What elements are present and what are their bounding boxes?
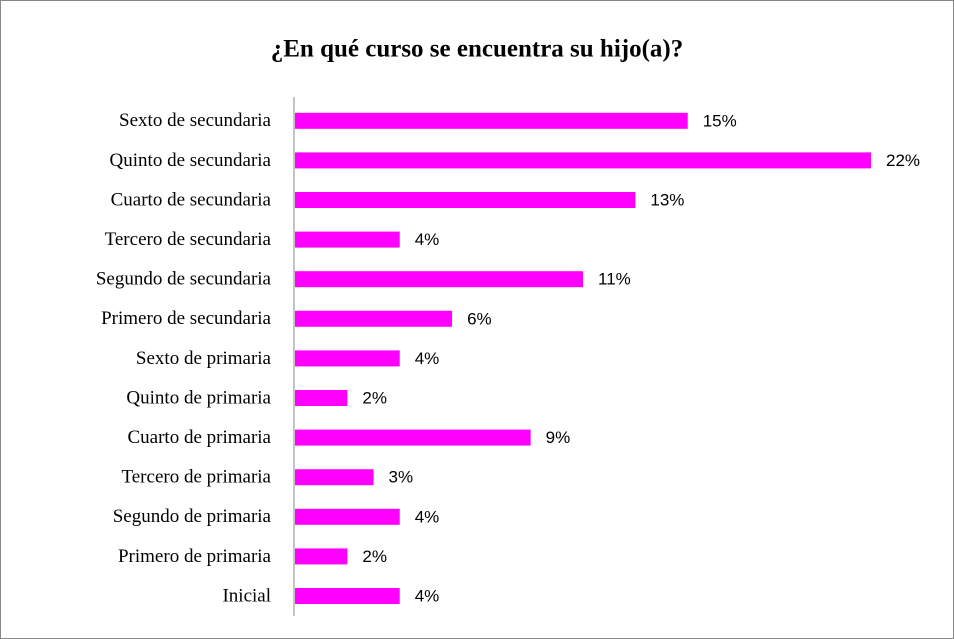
bar [295,310,453,327]
value-label: 15% [703,111,737,130]
bar [295,588,400,604]
category-label: Tercero de primaria [121,467,271,488]
value-label: 2% [362,547,387,566]
value-label: 4% [415,349,440,368]
category-label: Cuarto de secundaria [111,189,272,210]
bar [295,469,374,486]
category-label: Primero de secundaria [101,308,271,329]
category-label: Segundo de secundaria [96,269,272,290]
category-label: Primero de primaria [118,546,272,567]
bar [295,350,400,367]
category-label: Cuarto de primaria [127,427,271,448]
bar [295,112,688,129]
value-label: 4% [415,586,440,605]
bar [295,429,531,446]
bar [295,271,583,288]
value-label: 6% [467,309,492,328]
value-label: 4% [415,507,440,526]
category-label: Inicial [222,585,271,606]
bar [295,231,400,248]
bar [295,508,400,525]
value-label: 22% [886,151,920,170]
value-label: 13% [650,190,684,209]
bar [295,192,636,208]
category-label: Quinto de secundaria [110,150,272,171]
bar [295,390,348,406]
value-label: 4% [415,230,440,249]
category-label: Segundo de primaria [113,506,272,527]
value-label: 11% [598,270,631,289]
category-label: Quinto de primaria [126,387,271,408]
bar [295,548,348,565]
category-label: Sexto de primaria [136,348,272,369]
value-label: 3% [389,468,414,487]
chart-title: ¿En qué curso se encuentra su hijo(a)? [271,36,684,63]
category-label: Sexto de secundaria [119,110,272,131]
bar [295,152,871,169]
value-label: 2% [362,388,387,407]
category-label: Tercero de secundaria [105,229,272,250]
value-label: 9% [546,428,571,447]
